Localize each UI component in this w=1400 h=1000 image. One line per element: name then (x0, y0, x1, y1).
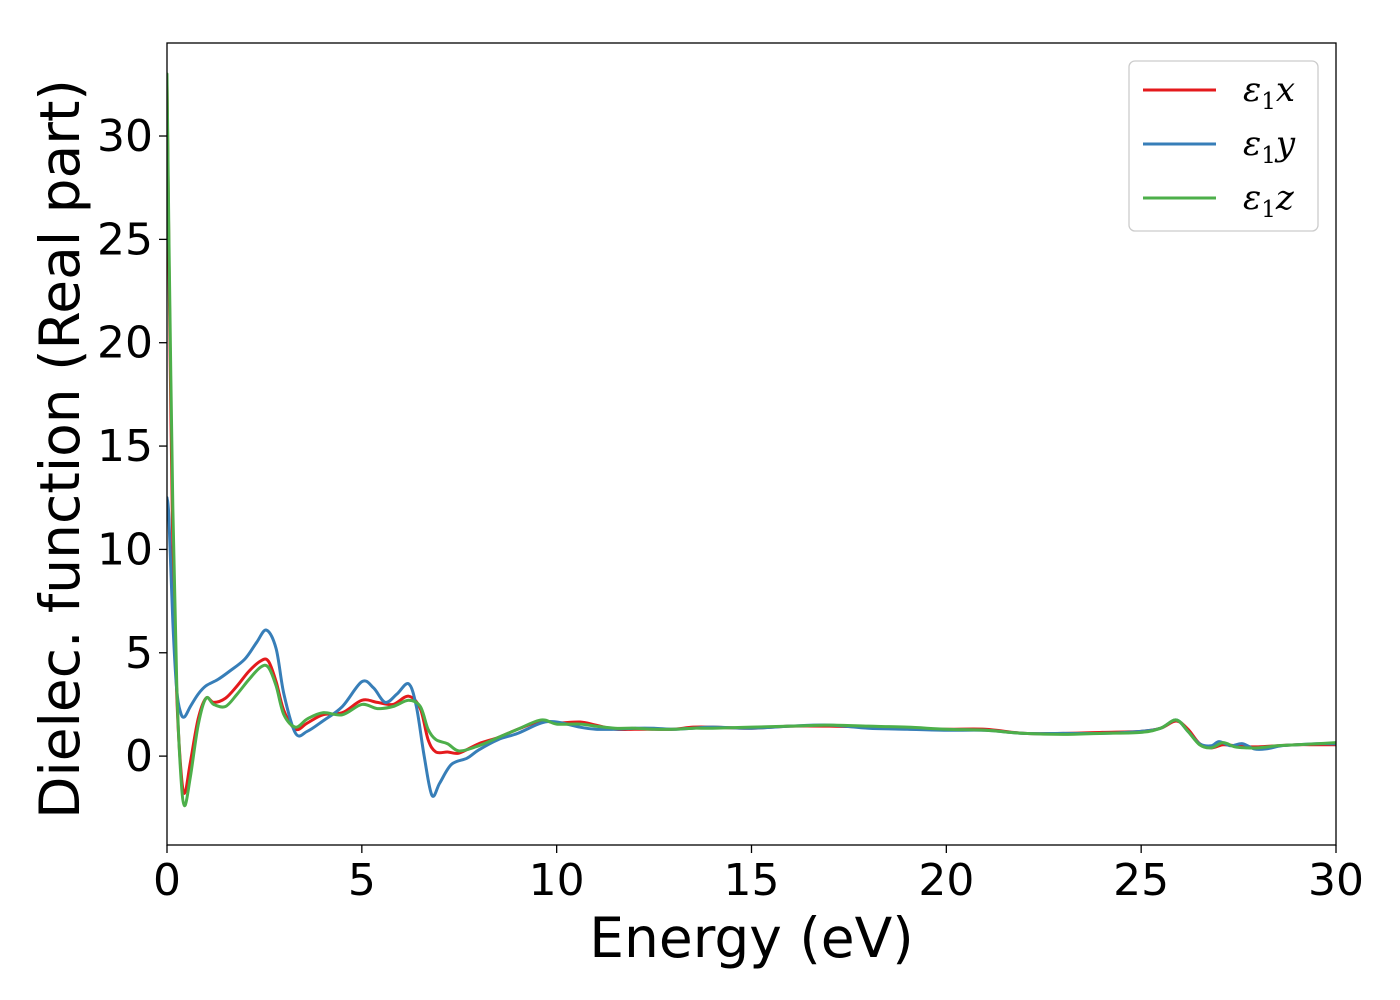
y-tick-label: 30 (97, 111, 153, 162)
x-tick-label: 25 (1113, 855, 1169, 906)
legend-box (1128, 60, 1319, 232)
y-axis-ticks: 0 5 10 15 20 25 30 (97, 111, 167, 782)
y-tick-label: 25 (97, 214, 153, 265)
y-tick-label: 20 (97, 318, 153, 369)
series-layer (167, 72, 1336, 808)
x-tick-label: 20 (918, 855, 974, 906)
x-axis-label: Energy (eV) (589, 906, 913, 970)
x-tick-label: 10 (529, 855, 585, 906)
legend-entry-x: ε1x (1143, 70, 1295, 115)
series-line-z (167, 72, 1336, 808)
y-tick-label: 10 (97, 524, 153, 575)
legend-entry-z: ε1z (1143, 178, 1295, 223)
y-tick-label: 15 (97, 421, 153, 472)
y-tick-label: 0 (125, 731, 153, 782)
series-line-y (167, 496, 1336, 798)
x-tick-label: 15 (724, 855, 780, 906)
x-tick-label: 0 (153, 855, 181, 906)
y-tick-label: 5 (125, 628, 153, 679)
legend: ε1x ε1y ε1z (1128, 60, 1319, 232)
legend-label: ε1x (1243, 70, 1295, 115)
y-axis-label: Dielec. function (Real part) (28, 79, 92, 819)
legend-label: ε1y (1243, 124, 1296, 169)
x-tick-label: 5 (348, 855, 376, 906)
x-axis-ticks: 0 5 10 15 20 25 30 (153, 845, 1364, 906)
plot-frame (166, 42, 1337, 846)
x-tick-label: 30 (1308, 855, 1364, 906)
legend-label: ε1z (1243, 178, 1295, 223)
legend-entries: ε1x ε1y ε1z (1143, 70, 1296, 223)
legend-entry-y: ε1y (1143, 124, 1296, 169)
